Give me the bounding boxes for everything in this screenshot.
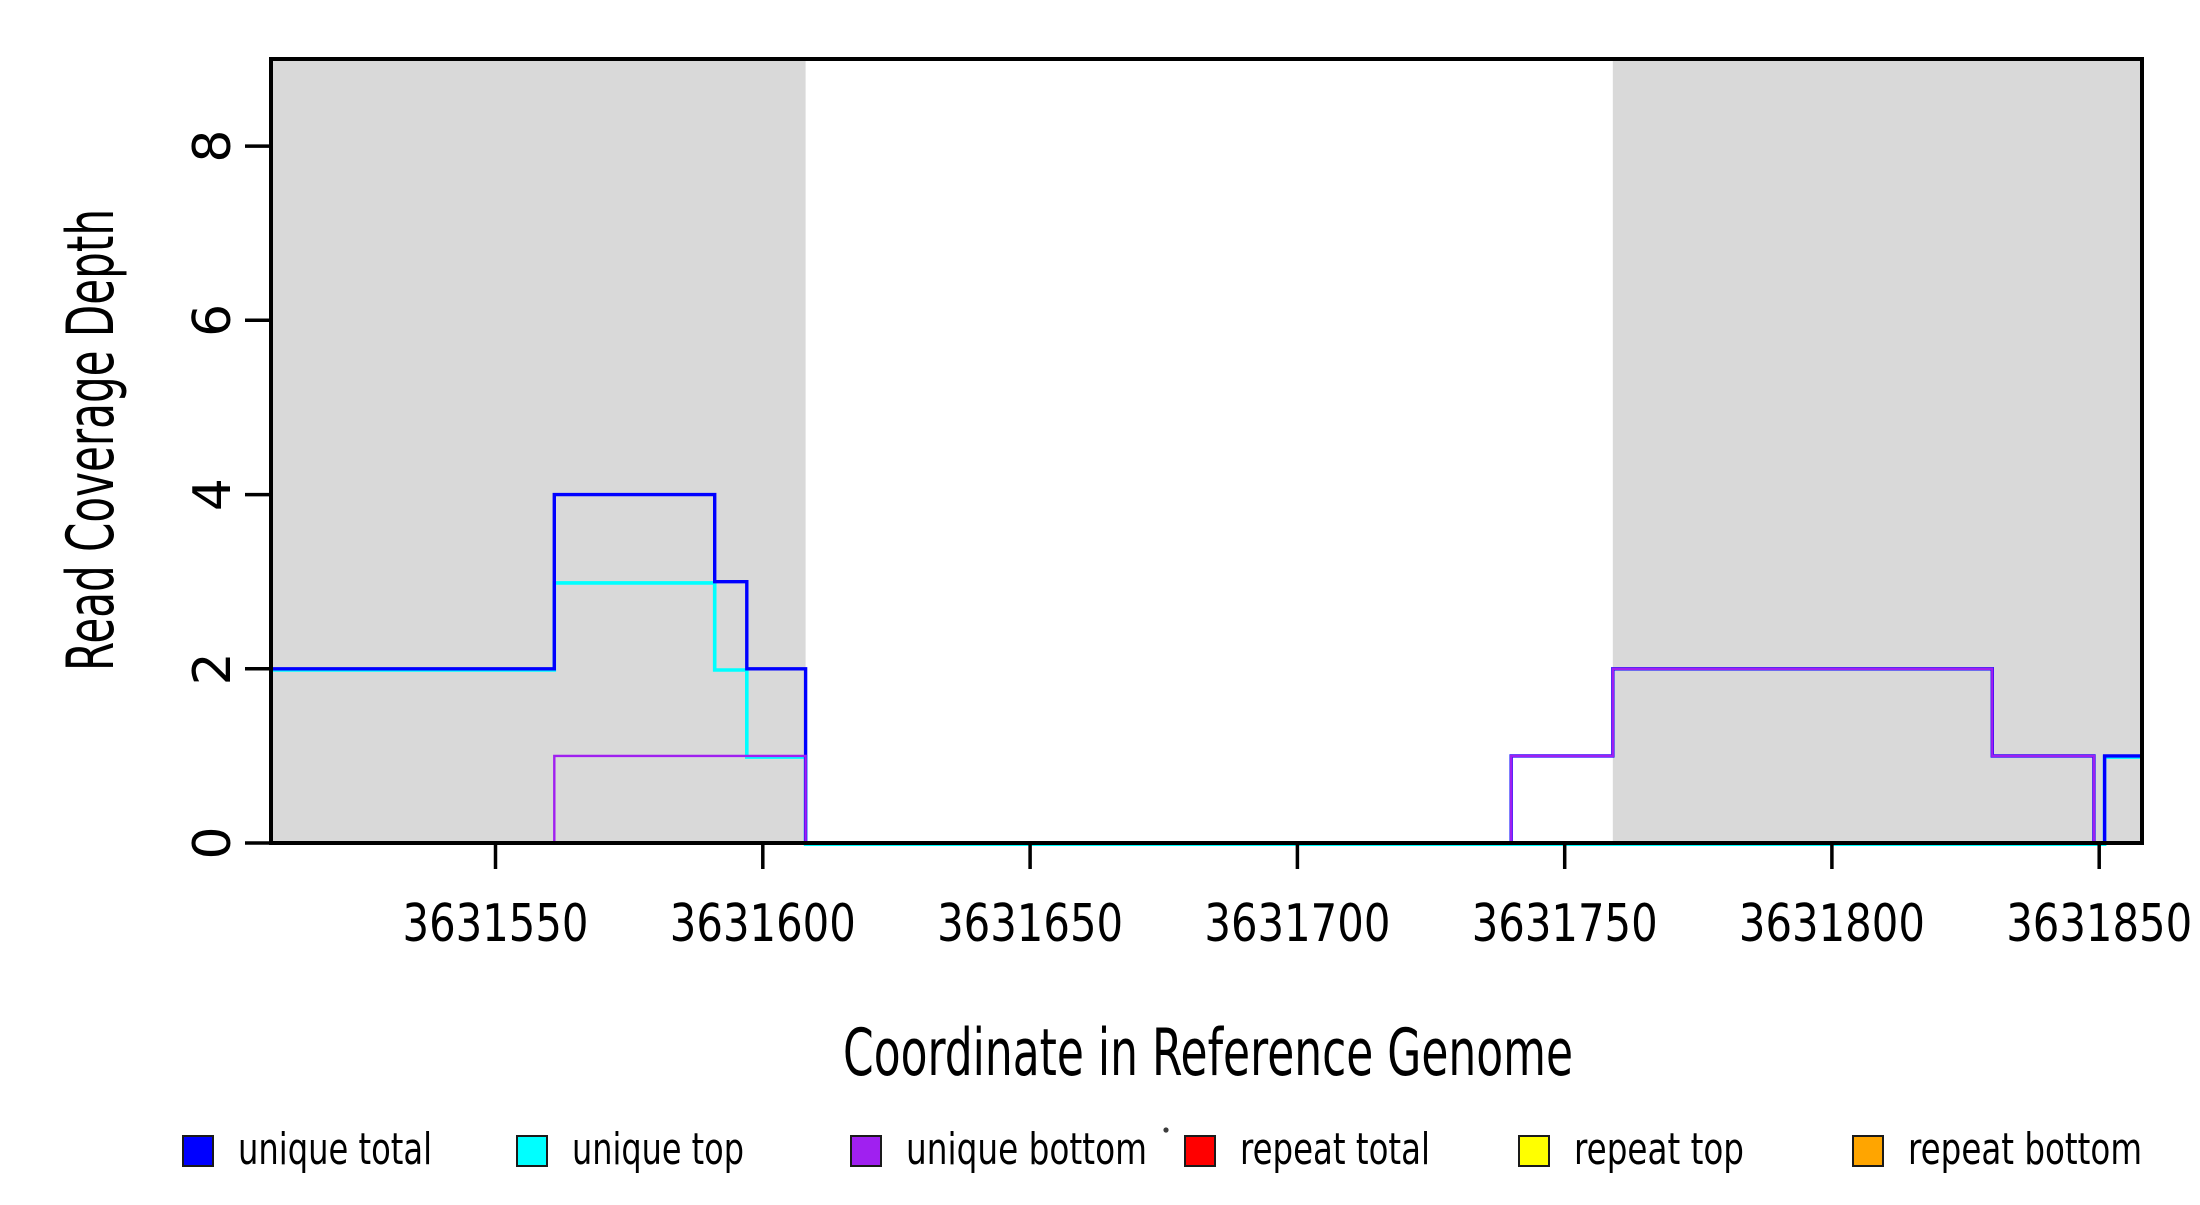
legend-swatch-repeat-top	[1518, 1135, 1550, 1167]
legend: unique total unique top unique bottom repea…	[182, 1124, 2142, 1175]
legend-label: repeat bottom	[1908, 1124, 2142, 1175]
legend-swatch-repeat-bottom	[1852, 1135, 1884, 1167]
x-axis-label: Coordinate in Reference Genome	[843, 1016, 1573, 1091]
x-tick-label: 3631850	[2006, 894, 2192, 954]
x-axis: 3631550 3631600 3631650 3631700 3631750 36318…	[403, 843, 2192, 954]
y-tick-label: 8	[183, 130, 243, 163]
legend-label: repeat total	[1240, 1124, 1430, 1175]
legend-label: unique total	[238, 1124, 432, 1175]
y-tick-label: 0	[183, 826, 243, 859]
legend-label: repeat top	[1574, 1124, 1744, 1175]
legend-swatch-unique-top	[516, 1135, 548, 1167]
y-tick-label: 2	[183, 652, 243, 685]
plot-border	[269, 57, 2144, 845]
x-tick-label: 3631600	[670, 894, 856, 954]
y-tick-label: 4	[183, 478, 243, 511]
x-tick-label: 3631700	[1204, 894, 1390, 954]
shaded-region	[1612, 59, 2142, 843]
x-tick-label: 3631750	[1472, 894, 1658, 954]
y-axis: 0 2 4 6 8	[183, 130, 271, 860]
stray-dot	[1163, 1127, 1169, 1133]
x-tick-label: 3631550	[403, 894, 589, 954]
x-tick-label: 3631800	[1739, 894, 1925, 954]
legend-swatch-unique-bottom	[850, 1135, 882, 1167]
legend-swatch-unique-total	[182, 1135, 214, 1167]
legend-swatch-repeat-total	[1184, 1135, 1216, 1167]
series-line-unique-bottom	[271, 667, 2142, 845]
legend-label: unique bottom	[906, 1124, 1147, 1175]
y-tick-label: 6	[183, 304, 243, 337]
shaded-region	[271, 59, 806, 843]
x-tick-label: 3631650	[937, 894, 1123, 954]
y-axis-label: Read Coverage Depth	[54, 209, 129, 671]
shaded-repeat-regions	[271, 59, 2142, 843]
legend-label: unique top	[572, 1124, 744, 1175]
